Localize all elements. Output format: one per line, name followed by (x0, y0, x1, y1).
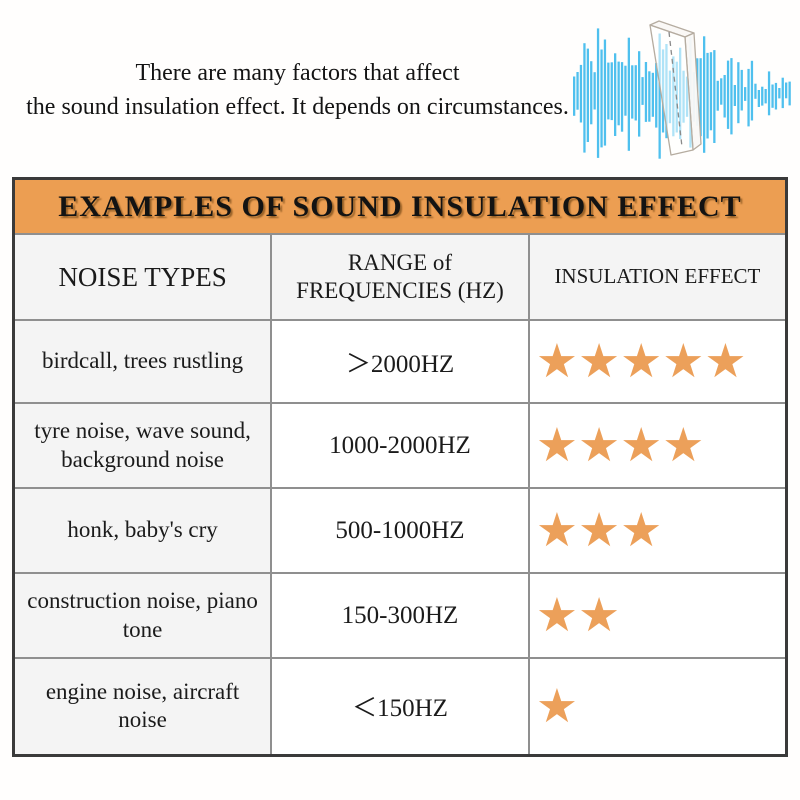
star-rating-5: ★★★★★ (535, 334, 747, 389)
column-header-insulation-effect: INSULATION EFFECT (527, 233, 788, 321)
table-title: EXAMPLES OF SOUND INSULATION EFFECT (12, 177, 788, 235)
table-title-row: EXAMPLES OF SOUND INSULATION EFFECT (12, 177, 788, 235)
frequency-range-cell: 1000-2000HZ (270, 402, 530, 489)
table-header-row: NOISE TYPES RANGE of FREQUENCIES (HZ) IN… (12, 233, 788, 321)
table-row: honk, baby's cry 500-1000HZ ★★★ (12, 487, 788, 574)
column-header-frequency-range: RANGE of FREQUENCIES (HZ) (270, 233, 530, 321)
star-rating-cell: ★★★★ (527, 402, 788, 489)
sound-wave-graphic (573, 16, 795, 168)
table-row: birdcall, trees rustling ＞2000HZ ★★★★★ (12, 319, 788, 404)
table-row: tyre noise, wave sound, background noise… (12, 402, 788, 489)
noise-type-cell: tyre noise, wave sound, background noise (12, 402, 273, 489)
noise-type-cell: construction noise, piano tone (12, 572, 273, 659)
star-rating-cell: ★ (527, 657, 788, 756)
table-row: construction noise, piano tone 150-300HZ… (12, 572, 788, 659)
noise-type-cell: engine noise, aircraft noise (12, 657, 273, 756)
star-rating-1: ★ (535, 678, 578, 734)
star-rating-3: ★★★ (535, 503, 663, 558)
table-row: engine noise, aircraft noise ＜150HZ ★ (12, 657, 788, 756)
insulation-effect-table: EXAMPLES OF SOUND INSULATION EFFECT NOIS… (12, 177, 788, 757)
star-rating-cell: ★★★ (527, 487, 788, 574)
frequency-range-cell: ＞2000HZ (270, 319, 530, 404)
star-rating-4: ★★★★ (535, 418, 705, 473)
sound-wave-svg (573, 20, 791, 159)
intro-line-2: the sound insulation effect. It depends … (26, 94, 569, 121)
star-rating-cell: ★★ (527, 572, 788, 659)
intro-line-1: There are many factors that affect (135, 60, 460, 86)
noise-type-cell: birdcall, trees rustling (12, 319, 273, 404)
frequency-range-cell: 150-300HZ (270, 572, 530, 659)
column-header-noise-types: NOISE TYPES (12, 233, 273, 321)
glass-panel-icon (649, 20, 702, 156)
frequency-range-cell: ＜150HZ (270, 657, 530, 756)
frequency-range-cell: 500-1000HZ (270, 487, 530, 574)
noise-type-cell: honk, baby's cry (12, 487, 273, 574)
star-rating-cell: ★★★★★ (527, 319, 788, 404)
star-rating-2: ★★ (535, 588, 621, 643)
intro-text: There are many factors that affect the s… (0, 56, 595, 124)
